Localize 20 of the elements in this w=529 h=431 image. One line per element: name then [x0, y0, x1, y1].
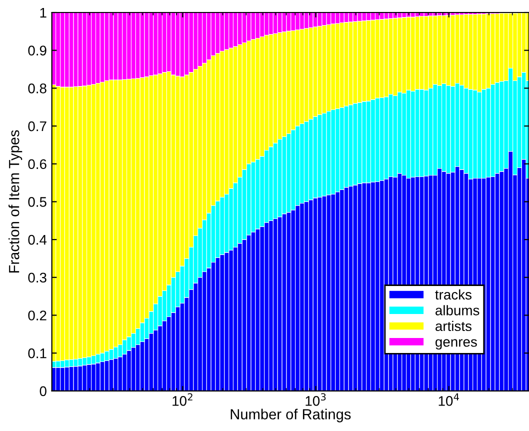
y-tick-label: 0.1	[28, 348, 46, 358]
x-axis-title: Number of Ratings	[230, 408, 351, 422]
y-tick-label: 1	[40, 8, 46, 18]
y-tick-label: 0.7	[28, 121, 46, 132]
legend-label: artists	[436, 320, 472, 332]
x-tick-label: 10$^{2}$	[172, 393, 192, 406]
y-tick-label: 0.9	[28, 46, 46, 56]
y-tick-label: 0.2	[28, 310, 46, 320]
y-tick-label: 0.3	[28, 272, 46, 283]
y-axis-title: Fraction of Item Types	[8, 130, 22, 273]
y-tick-label: 0.5	[28, 197, 46, 207]
x-tick-label: 10$^{3}$	[306, 393, 326, 406]
y-tick-label: 0.4	[28, 234, 47, 245]
x-tick-label: 10$^{4}$	[438, 393, 459, 406]
legend-label: genres	[436, 339, 477, 350]
y-tick-label: 0.8	[28, 84, 46, 94]
legend-label: tracks	[435, 289, 472, 300]
y-tick-label: 0.6	[28, 159, 46, 170]
legend-label: albums	[436, 305, 480, 316]
y-tick-label: 0	[40, 386, 46, 396]
